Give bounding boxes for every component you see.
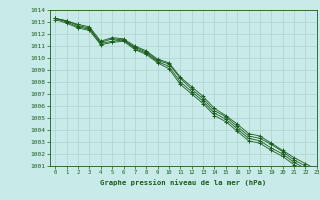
X-axis label: Graphe pression niveau de la mer (hPa): Graphe pression niveau de la mer (hPa) [100,179,266,186]
